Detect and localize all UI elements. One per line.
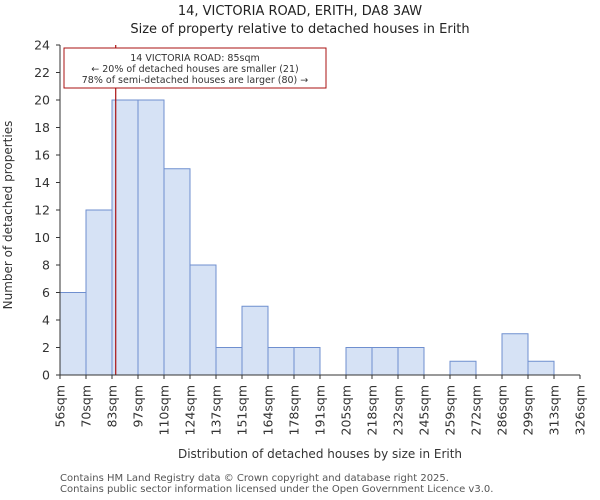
histogram-bar: [189, 264, 217, 376]
x-tick-label: 178sqm: [287, 385, 302, 435]
histogram-bar: [267, 347, 295, 376]
histogram-bar: [111, 99, 139, 376]
histogram-bar: [85, 209, 113, 376]
y-tick-label: 6: [42, 285, 50, 300]
x-tick-label: 259sqm: [443, 385, 458, 435]
y-tick-label: 2: [42, 340, 50, 355]
x-tick-label: 83sqm: [105, 385, 120, 428]
x-tick-label: 313sqm: [547, 385, 562, 435]
chart-subtitle: Size of property relative to detached ho…: [130, 22, 470, 37]
annotation-line-2: ← 20% of detached houses are smaller (21…: [91, 64, 298, 75]
annotation-frame: [63, 47, 327, 89]
annotation-line-1: 14 VICTORIA ROAD: 85sqm: [130, 53, 260, 64]
x-tick-label: 124sqm: [183, 385, 198, 435]
x-tick-label: 70sqm: [79, 385, 94, 428]
y-axis-label: Number of detached properties: [1, 121, 15, 310]
annotation-line-3: 78% of semi-detached houses are larger (…: [82, 75, 309, 86]
histogram-bar: [371, 347, 399, 376]
x-tick-label: 286sqm: [495, 385, 510, 435]
footer-licence: Contains public sector information licen…: [60, 484, 494, 495]
page-title: 14, VICTORIA ROAD, ERITH, DA8 3AW: [177, 4, 423, 19]
y-tick-label: 10: [34, 230, 50, 245]
x-tick-label: 245sqm: [417, 385, 432, 435]
annotation-box: 14 VICTORIA ROAD: 85sqm ← 20% of detache…: [63, 47, 327, 89]
x-tick-label: 218sqm: [365, 385, 380, 435]
histogram-bar: [137, 99, 165, 376]
histogram-bar: [59, 292, 87, 376]
x-tick-label: 326sqm: [573, 385, 588, 435]
bars-layer: [59, 99, 555, 376]
histogram-bar: [293, 347, 321, 376]
y-tick-label: 24: [34, 38, 50, 53]
y-tick-label: 18: [34, 120, 50, 135]
x-tick-label: 56sqm: [53, 385, 68, 428]
x-tick-label: 191sqm: [313, 385, 328, 435]
y-tick-label: 12: [34, 203, 50, 218]
x-tick-label: 205sqm: [339, 385, 354, 435]
y-tick-label: 22: [34, 65, 50, 80]
y-tick-label: 20: [34, 93, 50, 108]
footer-copyright: Contains HM Land Registry data © Crown c…: [60, 473, 449, 484]
y-tick-label: 0: [42, 368, 50, 383]
y-tick-label: 4: [42, 313, 50, 328]
histogram-bar: [527, 360, 555, 376]
y-tick-label: 8: [42, 258, 50, 273]
x-tick-label: 299sqm: [521, 385, 536, 435]
y-tick-label: 16: [34, 148, 50, 163]
x-tick-label: 110sqm: [157, 385, 172, 435]
histogram-bar: [163, 168, 191, 376]
histogram-bar: [345, 347, 373, 376]
x-tick-label: 97sqm: [131, 385, 146, 428]
x-axis-label: Distribution of detached houses by size …: [178, 447, 462, 461]
x-tick-label: 151sqm: [235, 385, 250, 435]
histogram-bar: [449, 360, 477, 376]
histogram-bar: [215, 347, 243, 376]
histogram-bar: [501, 333, 529, 376]
x-tick-label: 164sqm: [261, 385, 276, 435]
x-tick-label: 232sqm: [391, 385, 406, 435]
histogram-bar: [241, 305, 269, 376]
x-tick-label: 272sqm: [469, 385, 484, 435]
x-tick-label: 137sqm: [209, 385, 224, 435]
y-tick-label: 14: [34, 175, 50, 190]
histogram-bar: [397, 347, 425, 376]
